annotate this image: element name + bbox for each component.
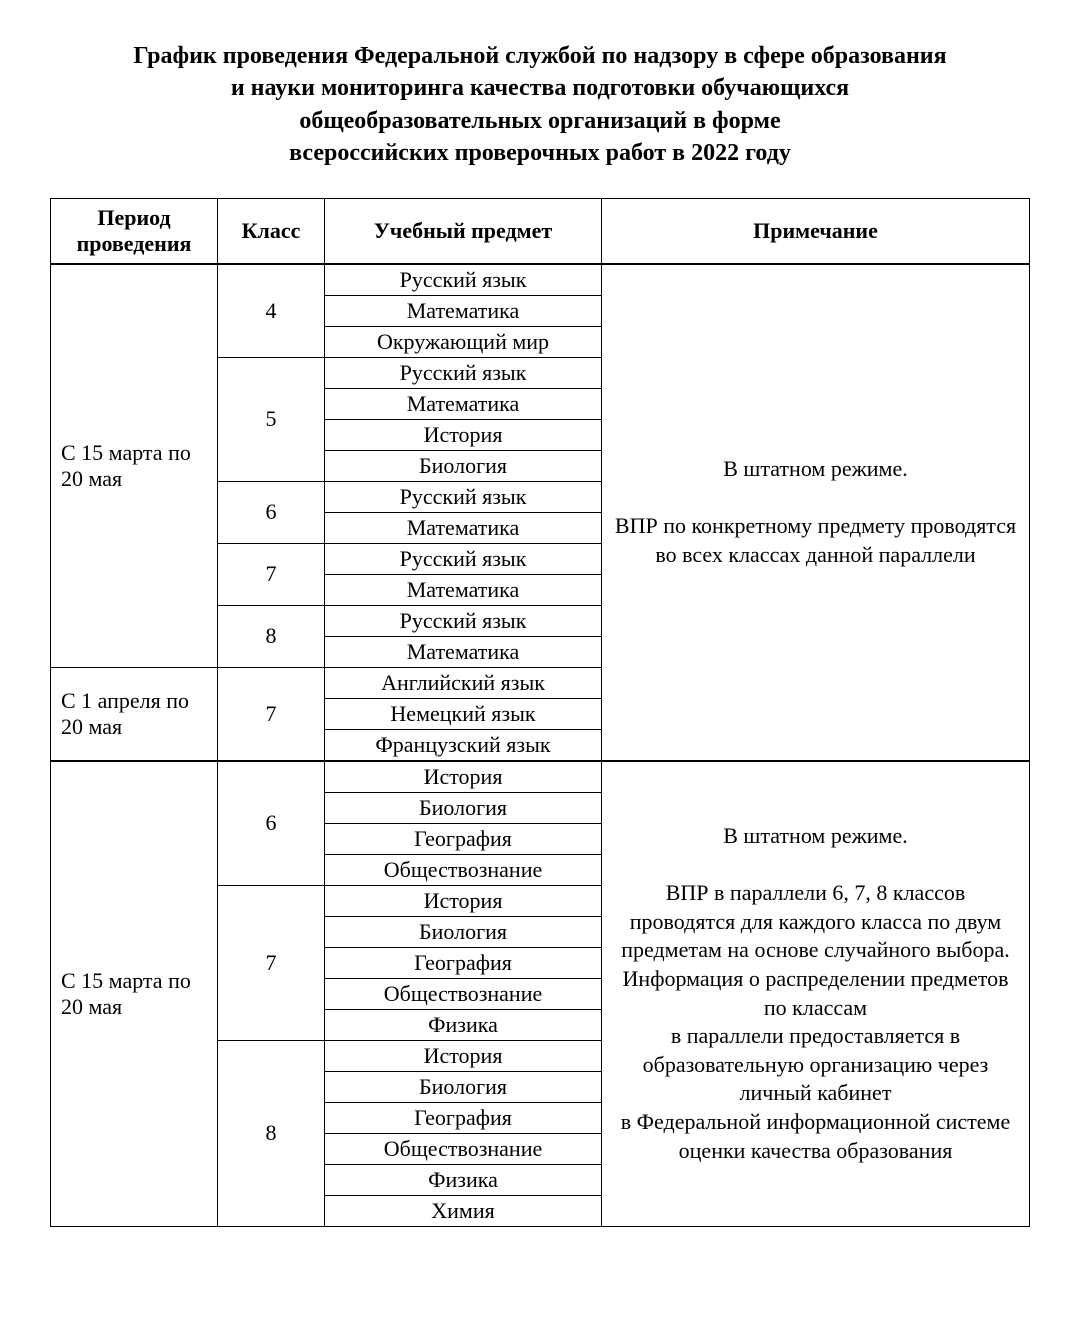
subject-cell: Биология	[325, 792, 602, 823]
grade-cell: 8	[218, 1040, 325, 1226]
grade-cell: 7	[218, 543, 325, 605]
schedule-table: Период проведения Класс Учебный предмет …	[50, 198, 1030, 1227]
subject-cell: История	[325, 419, 602, 450]
table-row: С 15 марта по 20 мая6ИсторияВ штатном ре…	[51, 761, 1030, 793]
subject-cell: Французский язык	[325, 729, 602, 761]
period-cell: С 15 марта по 20 мая	[51, 264, 218, 668]
subject-cell: Обществознание	[325, 1133, 602, 1164]
subject-cell: История	[325, 761, 602, 793]
grade-cell: 6	[218, 761, 325, 886]
col-header-grade: Класс	[218, 198, 325, 264]
grade-cell: 6	[218, 481, 325, 543]
grade-cell: 8	[218, 605, 325, 667]
table-header-row: Период проведения Класс Учебный предмет …	[51, 198, 1030, 264]
subject-cell: Математика	[325, 388, 602, 419]
subject-cell: Математика	[325, 512, 602, 543]
subject-cell: Немецкий язык	[325, 698, 602, 729]
grade-cell: 7	[218, 667, 325, 761]
subject-cell: География	[325, 823, 602, 854]
subject-cell: Русский язык	[325, 481, 602, 512]
subject-cell: Математика	[325, 295, 602, 326]
subject-cell: Физика	[325, 1164, 602, 1195]
subject-cell: Обществознание	[325, 978, 602, 1009]
table-row: С 15 марта по 20 мая4Русский языкВ штатн…	[51, 264, 1030, 296]
grade-cell: 4	[218, 264, 325, 358]
table-body: С 15 марта по 20 мая4Русский языкВ штатн…	[51, 264, 1030, 1227]
period-cell: С 1 апреля по 20 мая	[51, 667, 218, 761]
subject-cell: Русский язык	[325, 605, 602, 636]
subject-cell: Английский язык	[325, 667, 602, 698]
grade-cell: 5	[218, 357, 325, 481]
subject-cell: Русский язык	[325, 543, 602, 574]
page-title: График проведения Федеральной службой по…	[50, 40, 1030, 170]
subject-cell: География	[325, 947, 602, 978]
subject-cell: Обществознание	[325, 854, 602, 885]
subject-cell: Биология	[325, 916, 602, 947]
col-header-subject: Учебный предмет	[325, 198, 602, 264]
subject-cell: Математика	[325, 574, 602, 605]
subject-cell: Математика	[325, 636, 602, 667]
subject-cell: География	[325, 1102, 602, 1133]
subject-cell: Биология	[325, 1071, 602, 1102]
col-header-note: Примечание	[602, 198, 1030, 264]
subject-cell: История	[325, 885, 602, 916]
note-cell: В штатном режиме.ВПР по конкретному пред…	[602, 264, 1030, 761]
subject-cell: Химия	[325, 1195, 602, 1226]
note-cell: В штатном режиме.ВПР в параллели 6, 7, 8…	[602, 761, 1030, 1227]
subject-cell: Окружающий мир	[325, 326, 602, 357]
subject-cell: Русский язык	[325, 357, 602, 388]
subject-cell: Биология	[325, 450, 602, 481]
subject-cell: Русский язык	[325, 264, 602, 296]
subject-cell: История	[325, 1040, 602, 1071]
period-cell: С 15 марта по 20 мая	[51, 761, 218, 1227]
grade-cell: 7	[218, 885, 325, 1040]
col-header-period: Период проведения	[51, 198, 218, 264]
subject-cell: Физика	[325, 1009, 602, 1040]
